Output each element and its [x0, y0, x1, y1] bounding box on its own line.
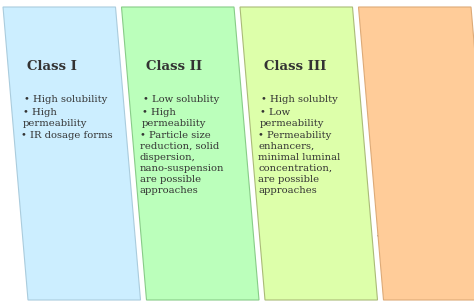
Text: • Particle size
reduction, solid
dispersion,
nano-suspension
are possible
approa: • Particle size reduction, solid dispers… [140, 131, 224, 195]
Polygon shape [240, 7, 377, 300]
Polygon shape [3, 7, 140, 300]
Text: • High
permeability: • High permeability [23, 108, 88, 128]
Polygon shape [358, 7, 474, 300]
Text: • Low solubility: • Low solubility [380, 95, 459, 104]
Text: Class II: Class II [146, 60, 202, 73]
Text: Class III: Class III [264, 60, 327, 73]
Text: • Low
permeability: • Low permeability [379, 108, 443, 128]
Text: • Low solublity: • Low solublity [143, 95, 219, 104]
Text: • High solubility: • High solubility [24, 95, 108, 104]
Text: • Permeability
enhancers,
minimal luminal
concentration,
are possible
approaches: • Permeability enhancers, minimal lumina… [258, 131, 340, 195]
Text: • Solid
dispersion,
particle size
reduction,
LBDDS,
Permeability
enhancers,
nano: • Solid dispersion, particle size reduct… [377, 131, 456, 239]
Text: • IR dosage forms: • IR dosage forms [21, 131, 113, 139]
Polygon shape [121, 7, 259, 300]
Text: • Low
permeability: • Low permeability [260, 108, 325, 128]
Text: • High solublty: • High solublty [261, 95, 338, 104]
Text: Class IV: Class IV [383, 60, 443, 73]
Text: Class I: Class I [27, 60, 77, 73]
Text: • High
permeability: • High permeability [142, 108, 206, 128]
